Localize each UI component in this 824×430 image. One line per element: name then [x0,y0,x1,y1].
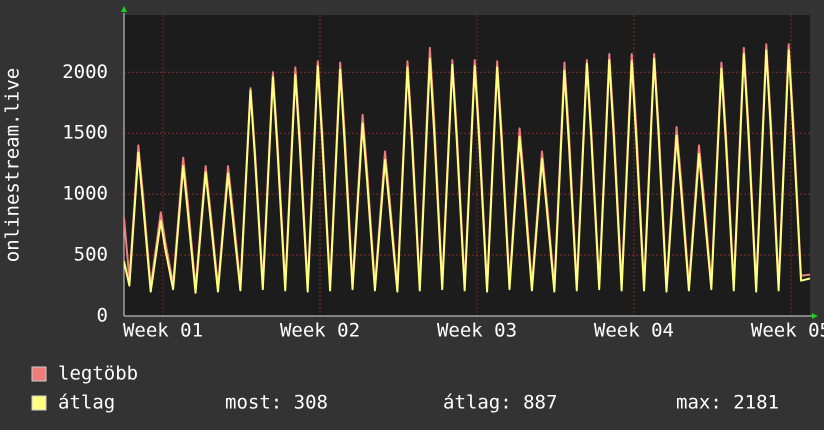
x-tick-label: Week 04 [594,320,674,342]
y-tick-label: 1000 [62,183,108,205]
y-tick-label: 1500 [62,122,108,144]
plot-area [124,15,810,316]
x-tick-label: Week 05 [751,320,824,342]
legend-swatch [31,395,47,411]
legend-stat: most: 308 [225,392,328,414]
x-tick-label: Week 02 [280,320,360,342]
legend-swatch [31,366,47,382]
legend-stat: átlag: 887 [443,392,557,414]
legend-label: átlag [58,392,115,414]
y-axis-title: onlinestream.live [2,68,24,262]
legend-stat: max: 2181 [676,392,779,414]
legend-label: legtöbb [58,363,138,385]
y-tick-label: 500 [74,244,108,266]
series-line [124,49,810,294]
y-tick-label: 2000 [62,61,108,83]
x-tick-label: Week 03 [437,320,517,342]
y-tick-label: 0 [97,305,108,327]
axis-arrow [812,313,818,319]
x-tick-label: Week 01 [123,320,203,342]
axis-arrow [121,6,127,12]
